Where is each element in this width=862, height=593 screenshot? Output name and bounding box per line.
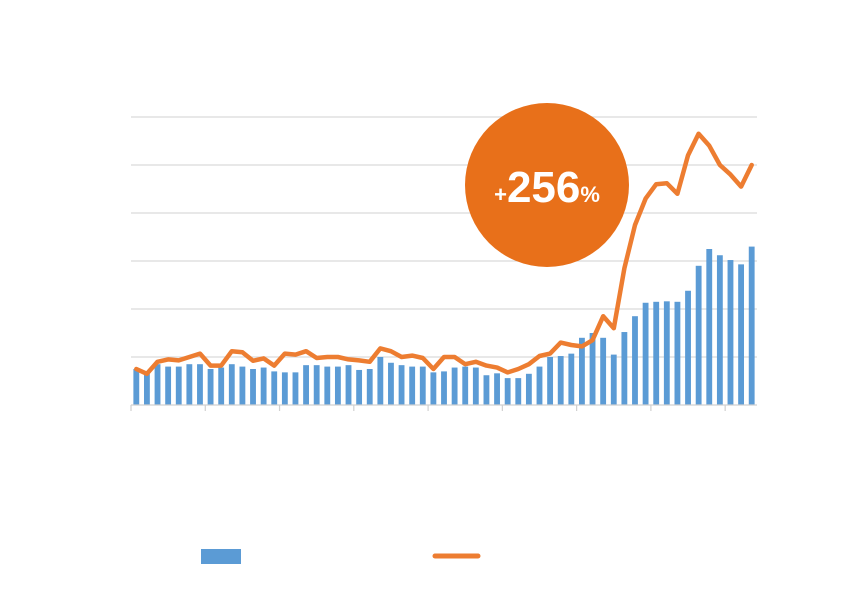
bar	[218, 367, 225, 405]
badge-sign: +	[494, 182, 507, 207]
bar	[398, 365, 405, 405]
bar	[409, 366, 416, 405]
bar	[674, 301, 681, 405]
bar	[589, 333, 596, 405]
bar	[143, 373, 150, 405]
bar	[260, 367, 267, 405]
badge-circle	[465, 103, 629, 267]
bar	[165, 366, 172, 405]
bar	[483, 375, 490, 405]
bar	[419, 366, 426, 405]
bar	[441, 371, 447, 405]
bar	[621, 332, 628, 405]
bar	[706, 249, 713, 405]
bar	[525, 373, 532, 405]
bar	[271, 371, 278, 405]
gridlines	[131, 116, 757, 358]
badge-unit: %	[580, 182, 600, 207]
bar	[377, 357, 384, 405]
bar	[568, 353, 575, 405]
bar	[579, 337, 585, 405]
bar	[504, 378, 511, 405]
bar	[154, 364, 161, 405]
bar	[695, 265, 702, 405]
bar	[462, 366, 469, 405]
line-series	[134, 131, 754, 377]
line-path	[134, 131, 754, 377]
bar	[292, 372, 299, 405]
bar	[451, 367, 458, 405]
bar	[430, 372, 437, 405]
bar	[281, 372, 288, 405]
bar	[303, 365, 309, 405]
bar	[133, 369, 140, 405]
bar	[716, 255, 723, 405]
bar	[557, 356, 564, 405]
bar	[366, 369, 373, 405]
legend-bar-swatch	[201, 549, 241, 564]
badge-number: 256	[507, 163, 580, 212]
bar	[515, 378, 522, 405]
bar	[685, 290, 691, 405]
bar	[748, 246, 755, 405]
bar	[494, 373, 500, 405]
bar	[472, 367, 479, 405]
bar	[663, 301, 670, 405]
bar	[653, 301, 660, 405]
bar-series	[133, 246, 755, 405]
bar	[250, 369, 256, 405]
bar	[334, 366, 341, 405]
bar	[536, 366, 543, 405]
bar	[642, 302, 649, 405]
legend	[201, 549, 481, 564]
bar	[186, 364, 193, 405]
bar	[228, 364, 235, 405]
x-axis	[130, 404, 757, 411]
bar	[356, 369, 363, 405]
badge-label: +256%	[494, 163, 600, 212]
bar	[388, 362, 394, 405]
bar	[239, 366, 246, 405]
bar	[313, 365, 320, 405]
bar	[738, 264, 745, 405]
bar	[727, 260, 734, 405]
growth-badge: +256%	[465, 103, 629, 267]
bar	[324, 366, 331, 405]
bar	[175, 366, 182, 405]
bar	[345, 365, 352, 405]
bar	[610, 354, 617, 405]
bar	[197, 364, 203, 405]
bar	[547, 357, 554, 405]
bar	[600, 337, 607, 405]
bar	[632, 316, 638, 405]
bar	[207, 369, 214, 405]
